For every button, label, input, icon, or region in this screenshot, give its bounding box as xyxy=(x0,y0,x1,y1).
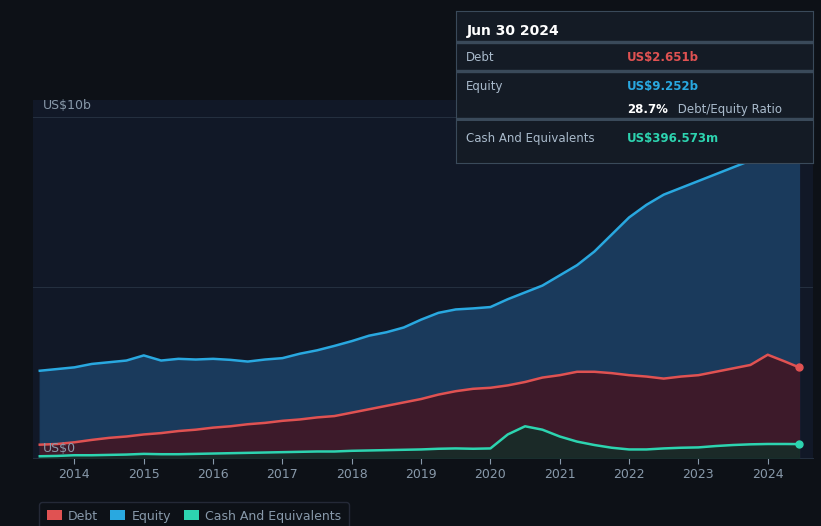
Text: Equity: Equity xyxy=(466,80,504,93)
Text: Debt/Equity Ratio: Debt/Equity Ratio xyxy=(673,103,782,116)
Point xyxy=(792,363,805,371)
Text: Jun 30 2024: Jun 30 2024 xyxy=(466,24,559,38)
Text: US$0: US$0 xyxy=(44,442,76,455)
Text: 28.7%: 28.7% xyxy=(627,103,668,116)
Text: US$396.573m: US$396.573m xyxy=(627,132,719,145)
Bar xyxy=(456,118,813,120)
Point xyxy=(792,440,805,448)
Text: US$10b: US$10b xyxy=(44,99,92,112)
Bar xyxy=(456,69,813,72)
Text: US$9.252b: US$9.252b xyxy=(627,80,699,93)
Text: Cash And Equivalents: Cash And Equivalents xyxy=(466,132,595,145)
Text: US$2.651b: US$2.651b xyxy=(627,51,699,64)
Text: Debt: Debt xyxy=(466,51,495,64)
Legend: Debt, Equity, Cash And Equivalents: Debt, Equity, Cash And Equivalents xyxy=(39,502,349,526)
Bar xyxy=(456,41,813,43)
Point xyxy=(792,138,805,147)
